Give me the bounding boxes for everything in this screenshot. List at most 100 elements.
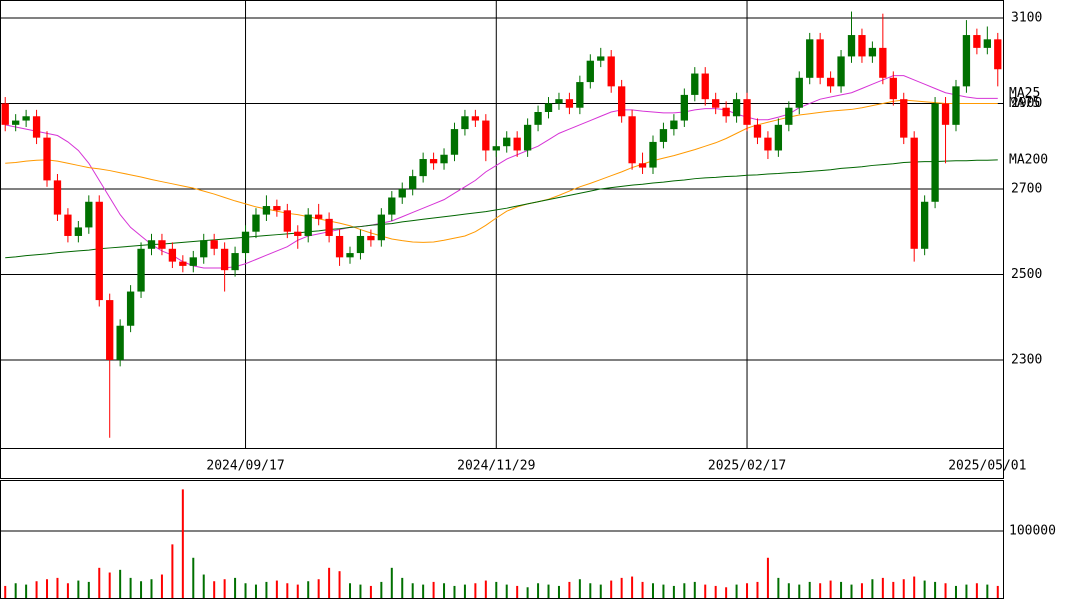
candle-body: [304, 214, 312, 236]
volume-bar: [14, 583, 17, 598]
candle-body: [440, 154, 448, 164]
candle-body: [283, 210, 291, 232]
candle-body: [920, 201, 929, 249]
volume-bar: [359, 584, 362, 598]
candle-body: [315, 214, 323, 219]
volume-bar: [338, 571, 341, 598]
volume-bar: [181, 489, 184, 598]
candle-body: [85, 201, 93, 228]
volume-bar: [432, 581, 435, 598]
candle-body: [262, 206, 271, 215]
volume-bar: [620, 577, 623, 598]
candle-body: [137, 248, 145, 292]
candle-body: [513, 137, 521, 151]
candle-body: [482, 120, 490, 151]
candle-body: [774, 124, 783, 151]
candle-body: [638, 163, 647, 168]
legend-label: MA25: [1009, 86, 1040, 101]
volume-bar: [87, 581, 90, 598]
volume-bar: [641, 581, 644, 598]
volume-bar: [390, 567, 393, 598]
volume-bar: [140, 581, 143, 598]
volume-bar: [505, 584, 508, 598]
candle-body: [64, 214, 72, 236]
candle-body: [732, 99, 741, 117]
volume-bar: [975, 583, 978, 598]
candle-body: [126, 291, 135, 326]
x-tick-label: 2025/05/01: [948, 459, 1026, 474]
volume-bar: [599, 584, 602, 598]
volume-panel-frame: [0, 480, 1004, 599]
candle-body: [962, 35, 971, 87]
volume-bar: [672, 585, 675, 598]
candle-body: [419, 159, 427, 177]
candle-body: [398, 188, 406, 198]
y-tick-label: 3100: [1011, 10, 1042, 25]
volume-bar: [798, 584, 801, 598]
volume-bar: [192, 557, 195, 598]
candle-body: [764, 137, 772, 151]
moving-average-line: [5, 75, 998, 269]
candle-body: [356, 235, 365, 254]
candle-body: [879, 47, 887, 78]
candle-body: [659, 129, 668, 142]
volume-bar: [463, 584, 466, 598]
candle-body: [576, 82, 584, 108]
candle-body: [294, 231, 302, 236]
candle-body: [847, 35, 856, 57]
moving-average-line: [5, 159, 998, 259]
date-axis-frame: [0, 448, 1004, 479]
candle-body: [367, 235, 375, 241]
candle-body: [555, 99, 563, 104]
volume-bar: [254, 584, 257, 598]
y-tick-label: 2700: [1011, 181, 1042, 196]
volume-bar: [913, 576, 916, 598]
volume-bar: [4, 585, 7, 598]
candle-body: [806, 39, 814, 78]
volume-bar: [537, 583, 540, 598]
volume-bar: [46, 579, 49, 598]
volume-bar: [725, 587, 728, 598]
candle-body: [158, 240, 166, 249]
candle-body: [388, 197, 396, 215]
candle-body: [701, 73, 709, 100]
x-tick-label: 2024/11/29: [457, 459, 535, 474]
volume-bar: [516, 585, 519, 598]
candle-body: [931, 103, 939, 202]
volume-bar: [746, 583, 749, 598]
candle-body: [95, 201, 103, 301]
candle-body: [649, 141, 657, 168]
volume-bar: [735, 584, 738, 598]
candle-body: [607, 56, 615, 87]
volume-bar: [902, 579, 905, 598]
volume-bar: [150, 579, 153, 598]
candle-body: [450, 129, 459, 155]
candle-body: [900, 99, 908, 138]
volume-bar: [881, 577, 884, 598]
candle-body: [116, 325, 124, 360]
volume-bar: [495, 581, 498, 598]
candle-body: [597, 56, 605, 61]
volume-bar: [954, 585, 957, 598]
volume-bar: [401, 577, 404, 598]
candle-body: [325, 218, 333, 236]
candle-body: [429, 159, 438, 164]
volume-bar: [369, 585, 372, 598]
candle-body: [200, 240, 208, 258]
price-panel-frame: [0, 0, 1004, 449]
candle-body: [273, 206, 281, 211]
volume-bar: [547, 584, 550, 598]
candle-body: [743, 99, 751, 125]
candle-body: [252, 214, 260, 232]
volume-bar: [631, 576, 634, 598]
volume-bar: [380, 581, 383, 598]
volume-bar: [296, 584, 299, 598]
candle-body: [179, 261, 187, 266]
candle-body: [868, 47, 877, 57]
volume-bar: [996, 585, 999, 598]
volume-bar: [98, 567, 101, 598]
candle-body: [994, 39, 1002, 70]
y-tick-label: 2900: [1011, 96, 1042, 111]
candle-body: [858, 35, 866, 57]
candle-body: [377, 214, 386, 241]
